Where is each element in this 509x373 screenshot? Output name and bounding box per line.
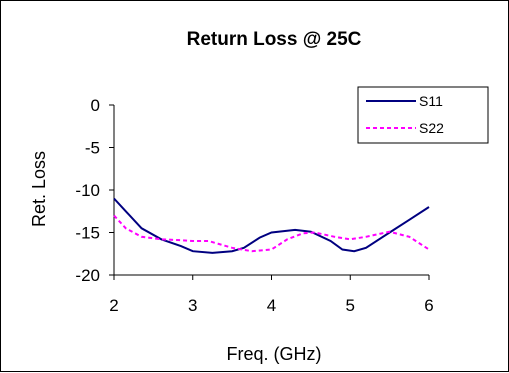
x-tick-label: 2 xyxy=(109,296,118,315)
y-tick-label: -15 xyxy=(75,224,100,243)
x-tick-label: 5 xyxy=(346,296,355,315)
y-axis-label: Ret. Loss xyxy=(29,151,49,227)
y-tick-label: -5 xyxy=(85,139,100,158)
y-tick-label: -10 xyxy=(75,181,100,200)
x-tick-label: 6 xyxy=(424,296,433,315)
y-tick-label: 0 xyxy=(91,96,100,115)
legend-label-s11: S11 xyxy=(419,93,443,109)
legend: S11 S22 xyxy=(357,86,489,144)
x-tick-label: 3 xyxy=(188,296,197,315)
series-line-s22 xyxy=(113,214,430,253)
x-tick-label: 4 xyxy=(267,296,276,315)
y-tick-label: -20 xyxy=(75,266,100,285)
series-line-s11 xyxy=(113,197,430,254)
legend-box xyxy=(357,86,489,144)
legend-label-s22: S22 xyxy=(419,120,444,136)
x-axis-label: Freq. (GHz) xyxy=(226,344,321,364)
plot-area: 0 -5 -10 -15 -20 2 3 4 5 6 xyxy=(75,96,433,315)
chart-title: Return Loss @ 25C xyxy=(187,29,362,50)
